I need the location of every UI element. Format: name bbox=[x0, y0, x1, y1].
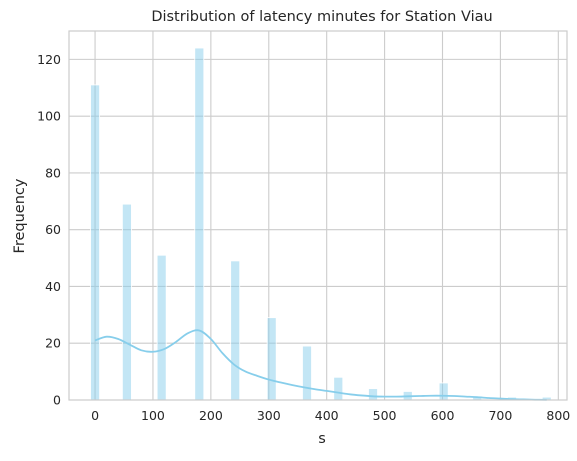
x-tick-label: 700 bbox=[488, 408, 512, 423]
y-axis-label: Frequency bbox=[12, 178, 28, 253]
x-tick-labels: 0 100 200 300 400 500 600 700 800 bbox=[91, 408, 570, 423]
y-tick-labels: 0 20 40 60 80 100 120 bbox=[37, 52, 61, 408]
x-tick-label: 800 bbox=[546, 408, 570, 423]
y-tick-label: 80 bbox=[45, 165, 61, 180]
axes-border bbox=[68, 30, 568, 401]
histogram-bar bbox=[90, 84, 100, 401]
histogram-bar bbox=[302, 345, 312, 401]
y-tick-label: 60 bbox=[45, 222, 61, 237]
histogram-bar bbox=[333, 376, 344, 401]
x-tick-label: 400 bbox=[315, 408, 339, 423]
y-tick-label: 0 bbox=[53, 393, 61, 408]
histogram-bar bbox=[194, 47, 205, 401]
axes-frame bbox=[68, 30, 568, 401]
x-tick-label: 300 bbox=[257, 408, 281, 423]
histogram-bar bbox=[266, 317, 277, 401]
histogram-bar bbox=[121, 203, 132, 401]
x-tick-label: 100 bbox=[141, 408, 165, 423]
x-axis-label: s bbox=[318, 431, 326, 447]
histogram-bar bbox=[438, 382, 449, 401]
chart-title: Distribution of latency minutes for Stat… bbox=[151, 9, 492, 25]
kde-curve bbox=[94, 329, 547, 401]
x-tick-label: 500 bbox=[373, 408, 397, 423]
histogram-bar bbox=[156, 254, 167, 401]
grid-lines bbox=[69, 31, 567, 401]
y-tick-label: 40 bbox=[45, 279, 61, 294]
y-tick-label: 120 bbox=[37, 52, 61, 67]
x-tick-label: 600 bbox=[431, 408, 455, 423]
histogram-bars bbox=[90, 47, 552, 401]
x-tick-label: 200 bbox=[199, 408, 223, 423]
y-tick-label: 100 bbox=[37, 109, 61, 124]
histogram-bar bbox=[230, 260, 241, 401]
histogram-bar bbox=[368, 388, 378, 401]
x-tick-label: 0 bbox=[91, 408, 99, 423]
y-tick-label: 20 bbox=[45, 336, 61, 351]
